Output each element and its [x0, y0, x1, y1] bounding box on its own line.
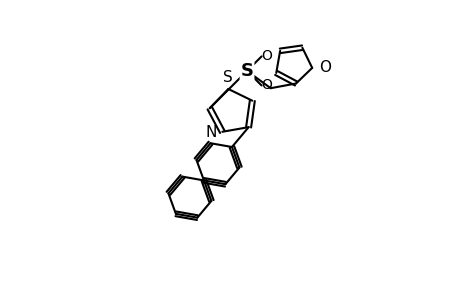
Text: S: S [223, 70, 233, 86]
Text: S: S [240, 62, 253, 80]
Text: N: N [205, 125, 216, 140]
Text: O: O [261, 79, 272, 92]
Text: O: O [319, 60, 330, 75]
Text: O: O [261, 50, 272, 63]
